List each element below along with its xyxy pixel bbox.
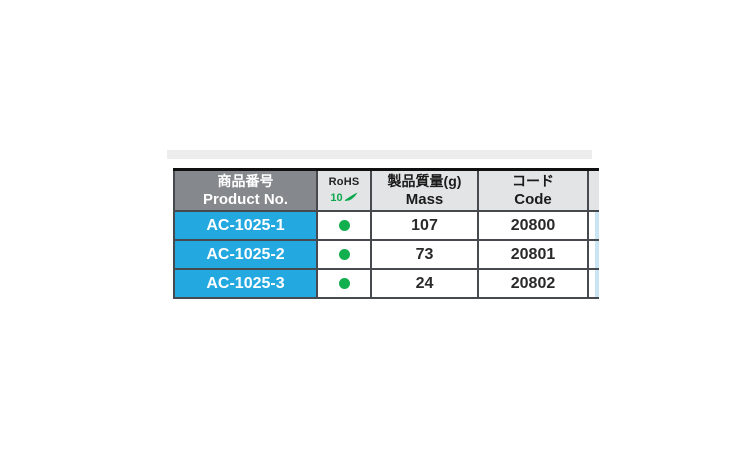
rohs-compliant-dot (338, 219, 350, 231)
header-mass-en: Mass (405, 190, 444, 208)
product-no-cell[interactable]: AC-1025-3 (173, 268, 318, 299)
mass-cell: 73 (370, 239, 479, 270)
header-rohs: RoHS 10 (316, 168, 372, 212)
partial-cell (587, 210, 599, 241)
product-no-cell[interactable]: AC-1025-2 (173, 239, 318, 270)
header-product-no-en: Product No. (203, 190, 288, 208)
table-row: AC-1025-2 73 20801 (173, 239, 599, 270)
rohs-cell (316, 268, 372, 299)
header-code: コード Code (477, 168, 589, 212)
header-product-no-ja: 商品番号 (217, 173, 274, 190)
product-no-cell[interactable]: AC-1025-1 (173, 210, 318, 241)
rohs-compliant-dot (338, 277, 350, 289)
rohs-compliant-dot (338, 248, 350, 260)
partial-cell (587, 239, 599, 270)
table-header-row: 商品番号 Product No. RoHS 10 製品質量(g) Mass コー… (173, 168, 599, 212)
product-spec-table: 商品番号 Product No. RoHS 10 製品質量(g) Mass コー… (173, 168, 599, 299)
rohs-label: RoHS (328, 175, 360, 188)
header-mass-ja: 製品質量(g) (387, 173, 462, 190)
header-mass: 製品質量(g) Mass (370, 168, 479, 212)
product-table-viewport: 商品番号 Product No. RoHS 10 製品質量(g) Mass コー… (173, 168, 599, 308)
mass-cell: 24 (370, 268, 479, 299)
rohs-ten-label: 10 (330, 192, 343, 205)
code-cell: 20801 (477, 239, 589, 270)
section-divider-band (167, 150, 592, 159)
leaf-icon (344, 192, 358, 202)
rohs-cell (316, 239, 372, 270)
table-row: AC-1025-3 24 20802 (173, 268, 599, 299)
code-cell: 20800 (477, 210, 589, 241)
table-row: AC-1025-1 107 20800 (173, 210, 599, 241)
rohs-sub-label: 10 (319, 189, 369, 205)
header-partial-column (587, 168, 599, 212)
mass-cell: 107 (370, 210, 479, 241)
code-cell: 20802 (477, 268, 589, 299)
header-code-ja: コード (512, 173, 554, 190)
header-product-no: 商品番号 Product No. (173, 168, 318, 212)
rohs-cell (316, 210, 372, 241)
header-code-en: Code (514, 190, 552, 208)
partial-cell (587, 268, 599, 299)
